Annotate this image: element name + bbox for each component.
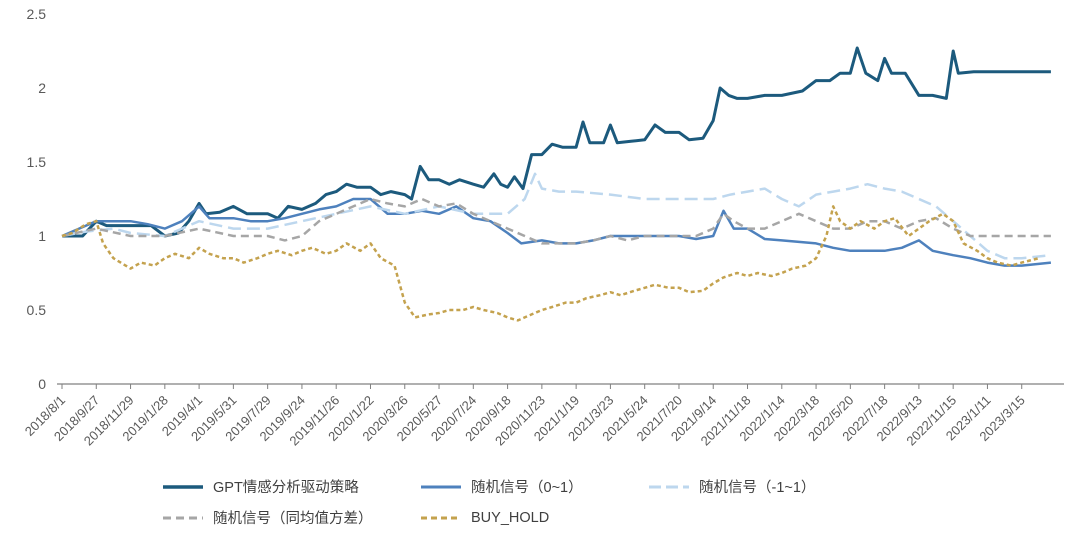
line-chart: 00.511.522.52018/8/12018/9/272018/11/292… — [22, 6, 1064, 448]
legend-item-random-neg1-1: 随机信号（-1~1） — [648, 476, 815, 497]
legend-item-random-mean-var: 随机信号（同均值方差） — [162, 507, 420, 528]
series-line-random-neg1-1 — [61, 172, 1052, 260]
legend-swatch-random-0-1 — [421, 485, 461, 488]
legend-swatch-random-neg1-1 — [649, 485, 689, 488]
series-line-gpt-strategy — [62, 46, 1051, 238]
legend-item-gpt-strategy: GPT情感分析驱动策略 — [162, 476, 420, 497]
legend-item-buy-hold: BUY_HOLD — [420, 510, 648, 526]
chart-legend: GPT情感分析驱动策略 随机信号（0~1） 随机信号（-1~1） 随机信号（同均值方… — [162, 471, 1071, 533]
y-tick-label: 2.5 — [27, 6, 47, 22]
series-line-random-mean-var — [61, 197, 1051, 245]
series-line-buy-hold — [61, 205, 1040, 322]
legend-swatch-random-mean-var — [163, 516, 203, 519]
y-tick-label: 1.5 — [27, 154, 47, 170]
legend-label-buy-hold: BUY_HOLD — [471, 509, 550, 526]
y-tick-label: 1 — [38, 228, 46, 244]
legend-row-1: GPT情感分析驱动策略 随机信号（0~1） 随机信号（-1~1） — [162, 471, 1071, 502]
legend-label-random-0-1: 随机信号（0~1） — [471, 480, 583, 496]
y-tick-label: 2 — [38, 80, 46, 96]
series-line-random-0-1 — [61, 197, 1052, 267]
y-tick-label: 0 — [38, 376, 46, 392]
legend-row-2: 随机信号（同均值方差） BUY_HOLD — [162, 502, 1071, 533]
legend-item-random-0-1: 随机信号（0~1） — [420, 476, 648, 497]
legend-swatch-buy-hold — [421, 516, 461, 519]
legend-label-gpt-strategy: GPT情感分析驱动策略 — [213, 480, 359, 496]
y-tick-label: 0.5 — [27, 302, 47, 318]
legend-label-random-neg1-1: 随机信号（-1~1） — [699, 480, 816, 496]
legend-swatch-gpt-strategy — [163, 484, 203, 489]
legend-label-random-mean-var: 随机信号（同均值方差） — [213, 511, 373, 527]
